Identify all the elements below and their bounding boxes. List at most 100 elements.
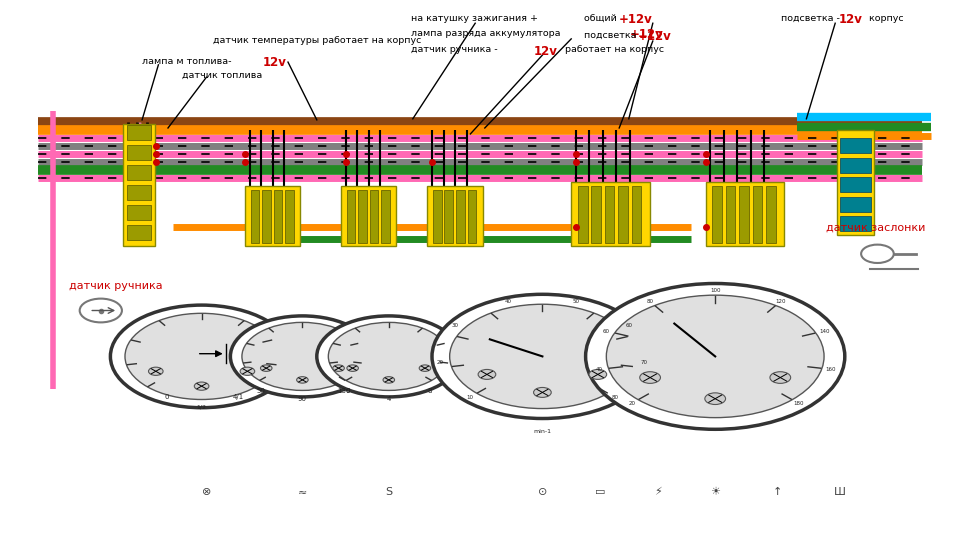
Circle shape xyxy=(478,369,495,380)
Text: 0: 0 xyxy=(165,394,169,400)
Text: 120: 120 xyxy=(776,299,786,303)
Bar xyxy=(381,190,390,243)
Bar xyxy=(274,190,282,243)
Text: общий: общий xyxy=(584,14,619,23)
Text: датчик ручника -: датчик ручника - xyxy=(411,45,497,55)
Bar xyxy=(127,125,151,140)
Text: датчик заслонки: датчик заслонки xyxy=(826,223,925,233)
Bar xyxy=(358,190,367,243)
Text: 30: 30 xyxy=(452,323,459,328)
Text: 12v: 12v xyxy=(534,44,558,58)
Bar xyxy=(632,186,641,243)
Text: 1/2: 1/2 xyxy=(197,404,206,409)
Bar xyxy=(468,190,476,243)
Bar xyxy=(127,225,151,240)
Text: 8: 8 xyxy=(428,388,432,394)
Circle shape xyxy=(230,316,374,397)
Bar xyxy=(739,186,749,243)
Bar xyxy=(127,185,151,200)
Circle shape xyxy=(125,313,278,400)
Bar xyxy=(444,190,453,243)
Text: 20: 20 xyxy=(628,401,636,406)
Circle shape xyxy=(420,365,431,372)
Text: 0: 0 xyxy=(346,388,349,394)
Text: 12v: 12v xyxy=(263,56,287,69)
Text: датчик температуры работает на корпус: датчик температуры работает на корпус xyxy=(213,36,421,45)
Circle shape xyxy=(297,377,308,383)
Circle shape xyxy=(449,304,636,409)
Bar xyxy=(285,190,294,243)
Bar xyxy=(127,165,151,180)
Bar xyxy=(127,205,151,220)
Circle shape xyxy=(80,299,122,322)
Bar xyxy=(370,190,378,243)
Bar xyxy=(753,186,762,243)
Text: корпус: корпус xyxy=(866,14,903,23)
Bar xyxy=(591,186,601,243)
Circle shape xyxy=(861,245,894,263)
Text: 70: 70 xyxy=(641,360,648,366)
Bar xyxy=(840,197,871,212)
Circle shape xyxy=(110,305,293,408)
Text: ↑: ↑ xyxy=(773,488,782,497)
Bar xyxy=(433,190,442,243)
Text: ▭: ▭ xyxy=(595,488,605,497)
Text: 4: 4 xyxy=(387,396,391,402)
Circle shape xyxy=(534,388,551,397)
Text: 140: 140 xyxy=(819,328,829,334)
Text: +12v: +12v xyxy=(637,30,671,43)
Text: 50: 50 xyxy=(256,388,266,394)
Text: 40: 40 xyxy=(505,299,512,305)
Text: подсветка: подсветка xyxy=(584,31,639,40)
Bar xyxy=(706,182,784,246)
Bar xyxy=(127,145,151,160)
Bar xyxy=(840,138,871,153)
Text: +12v: +12v xyxy=(630,28,663,42)
Text: лампа м топлива-: лампа м топлива- xyxy=(142,57,231,66)
Text: подсветка -: подсветка - xyxy=(781,14,840,23)
Circle shape xyxy=(194,382,209,390)
Bar xyxy=(726,186,735,243)
Text: 60: 60 xyxy=(626,323,633,328)
Bar xyxy=(123,124,155,246)
Circle shape xyxy=(317,316,461,397)
Bar xyxy=(837,130,874,235)
Text: 80: 80 xyxy=(646,299,653,303)
Text: min-1: min-1 xyxy=(534,429,551,434)
Bar xyxy=(571,182,650,246)
Bar xyxy=(618,186,628,243)
Text: 10: 10 xyxy=(467,395,473,400)
Text: лампа разряда аккумулятора: лампа разряда аккумулятора xyxy=(411,29,564,38)
Circle shape xyxy=(432,294,653,418)
Bar xyxy=(456,190,465,243)
Text: 40: 40 xyxy=(596,367,603,372)
Circle shape xyxy=(242,322,363,390)
Text: 20: 20 xyxy=(437,360,444,366)
Text: Ш: Ш xyxy=(834,488,846,497)
Text: S: S xyxy=(385,488,393,497)
Bar xyxy=(578,186,588,243)
Text: ☀: ☀ xyxy=(710,488,720,497)
Bar xyxy=(605,186,614,243)
Text: 12v: 12v xyxy=(839,12,863,26)
Bar xyxy=(262,190,271,243)
Text: ⊙: ⊙ xyxy=(538,488,547,497)
Bar xyxy=(840,158,871,173)
Text: ≈: ≈ xyxy=(298,488,307,497)
Bar xyxy=(840,177,871,192)
Text: 160: 160 xyxy=(826,367,836,372)
Bar xyxy=(766,186,776,243)
Text: на катушку зажигания +: на катушку зажигания + xyxy=(411,14,538,23)
Circle shape xyxy=(347,365,358,372)
Text: ⊗: ⊗ xyxy=(202,488,211,497)
Bar xyxy=(427,186,483,246)
Text: 90: 90 xyxy=(298,396,307,402)
Bar xyxy=(245,186,300,246)
Text: работает на корпус: работает на корпус xyxy=(562,45,663,55)
Text: 4/1: 4/1 xyxy=(232,394,244,400)
Circle shape xyxy=(589,369,607,380)
Text: 180: 180 xyxy=(793,401,804,406)
Circle shape xyxy=(607,295,824,417)
Text: 80: 80 xyxy=(612,395,618,400)
Circle shape xyxy=(240,367,254,375)
